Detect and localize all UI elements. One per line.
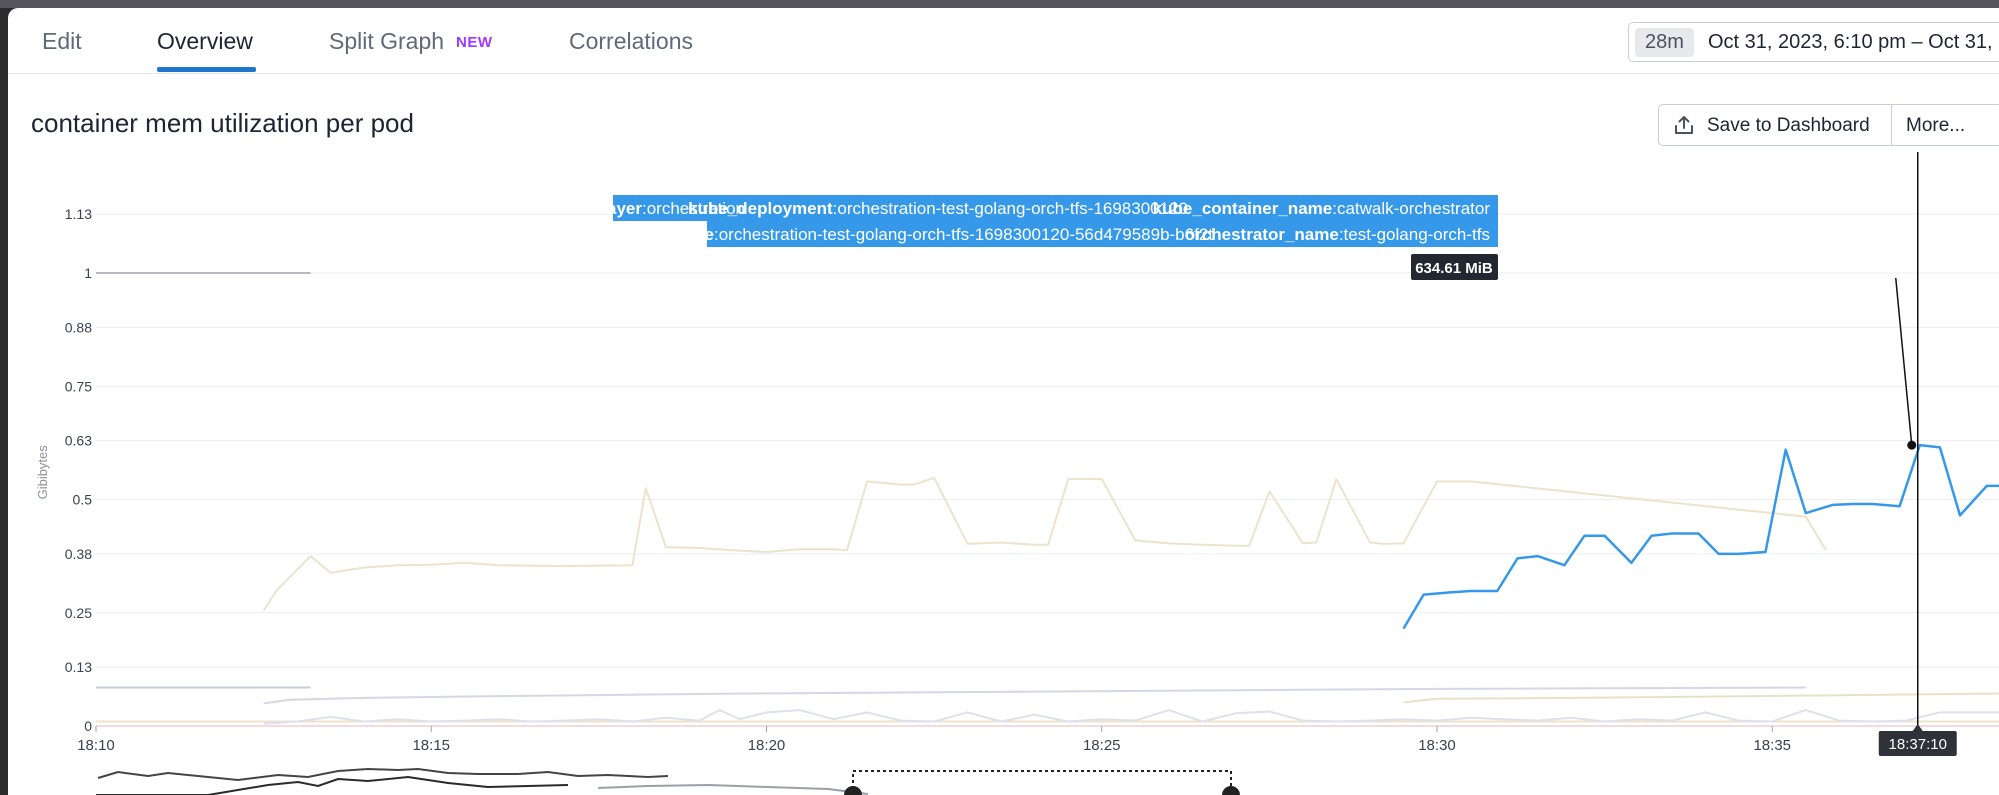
y-tick-label: 0.88 [65, 319, 92, 335]
y-tick-label: 0.13 [65, 659, 92, 675]
tab-overview[interactable]: Overview [157, 28, 253, 54]
series-line[interactable] [263, 709, 1999, 725]
export-icon [1673, 114, 1695, 141]
time-range-text: Oct 31, 2023, 6:10 pm – Oct 31, 2 [1708, 31, 1999, 53]
window-chrome-bar [0, 0, 1999, 8]
tooltip-value: 634.61 MiB [1415, 260, 1493, 277]
timestamp-text: 18:37:10 [1889, 736, 1947, 753]
active-tab-indicator [157, 67, 256, 72]
tab-edit[interactable]: Edit [42, 28, 82, 54]
y-axis-ticks: 0 0.13 0.25 0.38 0.5 0.63 0.75 0.88 1 1.13 [65, 206, 92, 734]
tooltip-tag: kube_deployment:orchestration-test-golan… [688, 199, 1188, 218]
y-tick-label: 0.63 [65, 433, 92, 449]
tab-split-graph[interactable]: Split Graph [329, 28, 445, 54]
series-lines [96, 272, 1999, 725]
series-line[interactable] [262, 476, 1827, 612]
tooltip-tag: kube_container_name:catwalk-orchestrator [1153, 199, 1491, 218]
overview-minimap[interactable] [96, 767, 1240, 795]
y-axis-label: Gibibytes [35, 445, 50, 500]
x-tick-label: 18:20 [748, 737, 786, 754]
y-tick-label: 1.13 [65, 206, 92, 222]
hover-tooltip: kube_container_name:catwalk-orchestrator… [602, 195, 1498, 280]
x-tick-label: 18:15 [412, 737, 450, 754]
time-duration-badge: 28m [1635, 28, 1694, 57]
x-axis-ticks: 18:10 18:15 18:20 18:25 18:30 18:35 [77, 726, 1791, 754]
x-tick-label: 18:35 [1753, 737, 1791, 754]
widget-title: container mem utilization per pod [31, 108, 414, 138]
timestamp-box [1878, 731, 1957, 756]
x-tick-label: 18:30 [1418, 737, 1456, 754]
minimap-series [96, 775, 569, 795]
tooltip-row-1 [613, 195, 1498, 221]
x-tick-label: 18:25 [1083, 737, 1121, 754]
time-range-selector[interactable]: 28m Oct 31, 2023, 6:10 pm – Oct 31, 2 [1628, 22, 1999, 62]
x-tick-label: 18:10 [77, 737, 115, 754]
y-tick-label: 0.75 [65, 378, 92, 394]
y-tick-label: 0 [84, 718, 92, 734]
y-tick-label: 0.25 [65, 605, 92, 621]
graph-panel: Edit Overview Split Graph NEW Correlatio… [8, 8, 1999, 795]
action-buttons: Save to Dashboard More... [1658, 104, 1999, 146]
minimap-series [97, 767, 669, 782]
minimap-series [597, 783, 869, 795]
series-line[interactable] [263, 686, 1806, 705]
tooltip-tag: layer:orchestration [602, 199, 745, 218]
new-badge: NEW [456, 34, 493, 51]
timestamp-pointer [1912, 724, 1923, 731]
minimap-handle-left[interactable] [844, 786, 862, 795]
save-to-dashboard-button[interactable]: Save to Dashboard [1659, 105, 1892, 145]
tooltip-row-2 [707, 221, 1498, 247]
tooltip-tag: orchestrator_name:test-golang-orch-tfs [1185, 225, 1490, 244]
minimap-selection[interactable] [852, 770, 1232, 795]
grid-lines [96, 213, 1999, 727]
hover-timestamp: 18:37:10 [1878, 724, 1957, 756]
tooltip-tag: pod_name:orchestration-test-golang-orch-… [629, 225, 1213, 244]
y-tick-label: 0.5 [73, 492, 93, 508]
tooltip-value-box [1411, 254, 1498, 280]
series-line[interactable] [1403, 692, 1999, 704]
y-tick-label: 0.38 [65, 546, 92, 562]
series-line-highlighted[interactable] [1402, 443, 1999, 630]
tab-bar: Edit Overview Split Graph NEW Correlatio… [8, 8, 1999, 74]
y-tick-label: 1 [84, 265, 92, 281]
more-button[interactable]: More... [1892, 105, 1999, 145]
tab-correlations[interactable]: Correlations [569, 28, 693, 54]
hover-point [1907, 440, 1917, 450]
minimap-handle-right[interactable] [1222, 786, 1240, 795]
more-label: More... [1906, 115, 1966, 136]
save-to-dashboard-label: Save to Dashboard [1707, 115, 1870, 136]
tooltip-callout-line [1895, 277, 1913, 446]
